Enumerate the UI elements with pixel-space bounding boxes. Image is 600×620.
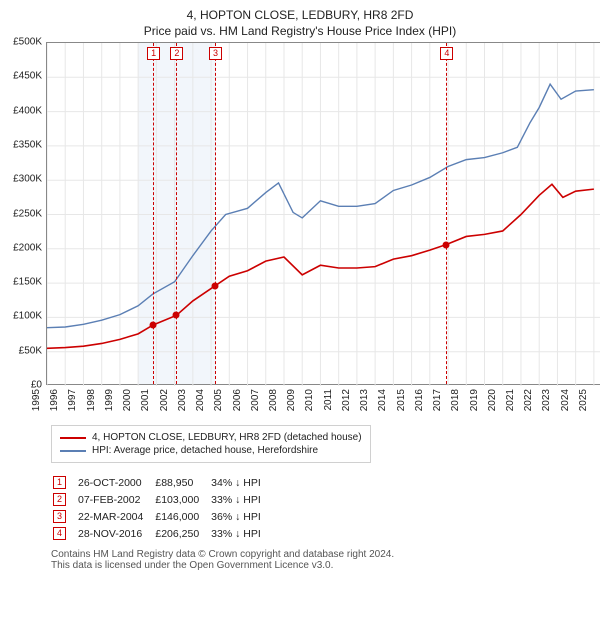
row-marker: 3	[53, 510, 66, 523]
marker-box: 3	[209, 47, 222, 60]
marker-box: 4	[440, 47, 453, 60]
legend: 4, HOPTON CLOSE, LEDBURY, HR8 2FD (detac…	[51, 425, 371, 463]
row-delta: 34% ↓ HPI	[211, 475, 271, 490]
y-tick: £350K	[6, 139, 42, 150]
footer-line-2: This data is licensed under the Open Gov…	[51, 560, 584, 571]
row-price: £146,000	[155, 509, 209, 524]
marker-dot	[212, 282, 219, 289]
legend-swatch	[60, 450, 86, 452]
footer-line-1: Contains HM Land Registry data © Crown c…	[51, 549, 584, 560]
row-delta: 36% ↓ HPI	[211, 509, 271, 524]
y-tick: £250K	[6, 208, 42, 219]
row-date: 22-MAR-2004	[78, 509, 153, 524]
table-row: 4 28-NOV-2016£206,25033% ↓ HPI	[53, 526, 271, 541]
legend-item: 4, HOPTON CLOSE, LEDBURY, HR8 2FD (detac…	[60, 432, 362, 443]
table-row: 1 26-OCT-2000£88,95034% ↓ HPI	[53, 475, 271, 490]
y-tick: £200K	[6, 242, 42, 253]
y-tick: £500K	[6, 37, 42, 48]
marker-dot	[150, 321, 157, 328]
row-price: £103,000	[155, 492, 209, 507]
row-delta: 33% ↓ HPI	[211, 526, 271, 541]
legend-item: HPI: Average price, detached house, Here…	[60, 445, 362, 456]
page-title: 4, HOPTON CLOSE, LEDBURY, HR8 2FD	[6, 8, 594, 22]
y-tick: £100K	[6, 311, 42, 322]
row-delta: 33% ↓ HPI	[211, 492, 271, 507]
y-tick: £450K	[6, 71, 42, 82]
row-date: 07-FEB-2002	[78, 492, 153, 507]
row-marker: 2	[53, 493, 66, 506]
marker-box: 2	[170, 47, 183, 60]
row-date: 28-NOV-2016	[78, 526, 153, 541]
y-tick: £50K	[6, 345, 42, 356]
table-row: 2 07-FEB-2002£103,00033% ↓ HPI	[53, 492, 271, 507]
page-subtitle: Price paid vs. HM Land Registry's House …	[6, 24, 594, 38]
marker-box: 1	[147, 47, 160, 60]
table-row: 3 22-MAR-2004£146,00036% ↓ HPI	[53, 509, 271, 524]
row-price: £206,250	[155, 526, 209, 541]
marker-dot	[443, 241, 450, 248]
legend-swatch	[60, 437, 86, 439]
x-tick: 2025	[578, 389, 600, 411]
transactions-table: 1 26-OCT-2000£88,95034% ↓ HPI 2 07-FEB-2002…	[51, 473, 273, 543]
y-tick: £300K	[6, 174, 42, 185]
marker-dot	[173, 312, 180, 319]
y-tick: £400K	[6, 105, 42, 116]
row-date: 26-OCT-2000	[78, 475, 153, 490]
legend-label: HPI: Average price, detached house, Here…	[92, 445, 318, 456]
chart: 1234 £0£50K£100K£150K£200K£250K£300K£350…	[46, 42, 600, 415]
row-price: £88,950	[155, 475, 209, 490]
footer: Contains HM Land Registry data © Crown c…	[51, 549, 584, 571]
y-tick: £150K	[6, 277, 42, 288]
row-marker: 1	[53, 476, 66, 489]
legend-label: 4, HOPTON CLOSE, LEDBURY, HR8 2FD (detac…	[92, 432, 362, 443]
row-marker: 4	[53, 527, 66, 540]
